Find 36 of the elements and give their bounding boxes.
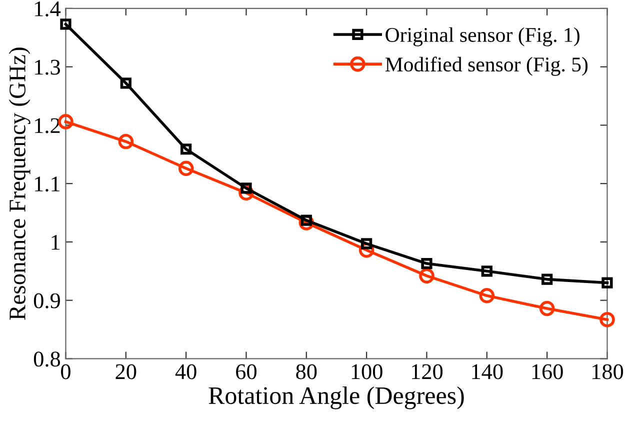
x-tick-label: 100 [352,364,382,380]
y-axis-title: Resonance Frequency (GHz) [8,48,30,320]
point [60,18,72,30]
y-tick-label: 1.3 [35,60,60,75]
x-tick-label: 160 [532,364,563,380]
point [481,266,492,277]
y-tick-label: 1.1 [35,176,60,192]
x-tick-label: 0 [61,364,70,380]
x-tick-label: 40 [175,364,196,380]
y-tick-label: 0.9 [34,293,60,308]
point [602,277,613,288]
x-tick-label: 80 [296,364,317,380]
point [600,312,615,328]
point [419,268,434,284]
point [180,144,192,155]
point [58,114,74,130]
point [541,274,553,285]
point [120,78,132,89]
point [479,288,495,304]
y-tick-label: 0.8 [34,352,60,367]
y-tick-label: 1 [52,234,60,250]
point [178,160,194,176]
legend-label: Modified sensor (Fig. 5) [385,56,588,76]
x-tick-label: 120 [412,364,443,380]
point [421,258,432,270]
y-tick-label: 1.2 [35,118,60,134]
x-axis-title: Rotation Angle (Degrees) [208,386,464,410]
point [118,134,134,150]
y-tick-label: 1.4 [35,1,61,16]
x-tick-label: 140 [472,364,503,380]
x-tick-label: 180 [592,364,624,380]
legend-label: Original sensor (Fig. 1) [386,27,580,46]
point [539,300,555,316]
x-tick-label: 20 [116,364,136,380]
x-tick-label: 60 [236,364,256,380]
point [361,238,372,250]
